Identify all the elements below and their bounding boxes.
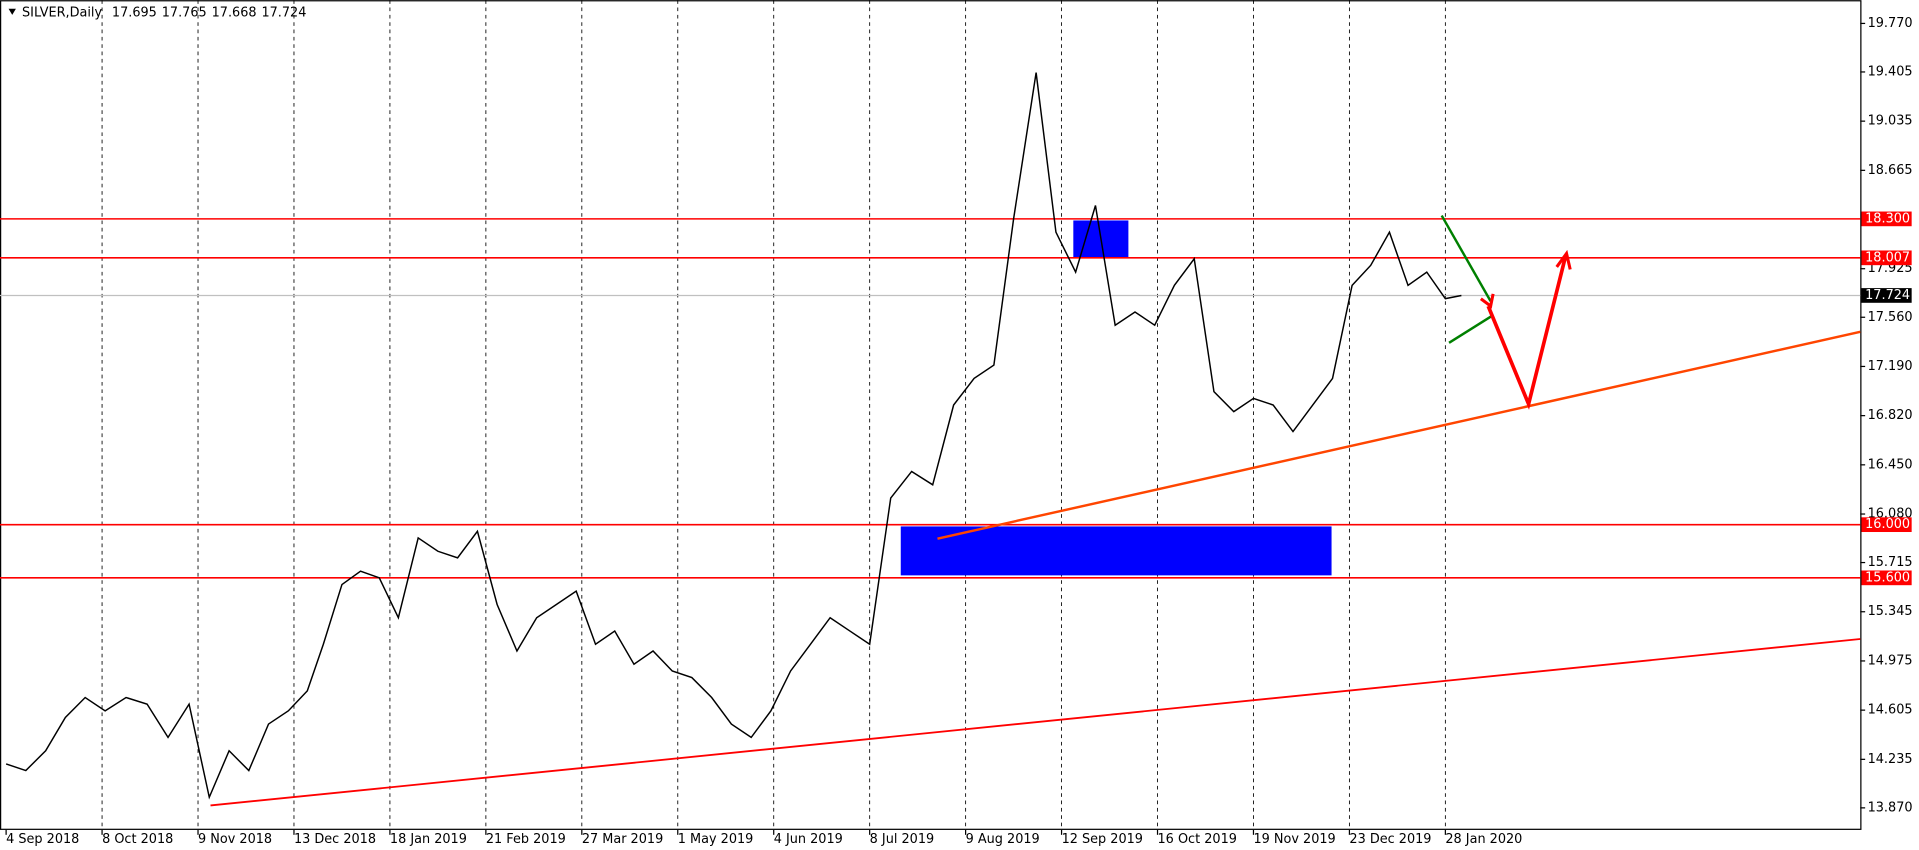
price-tag (1861, 288, 1912, 303)
level-tag (1861, 517, 1912, 533)
menu-triangle[interactable] (8, 8, 16, 15)
y-tick-label: 13.870 (1868, 800, 1913, 815)
pattern-line (1440, 214, 1492, 302)
x-tick-label: 23 Dec 2019 (1349, 832, 1431, 846)
y-tick-label: 15.345 (1868, 604, 1913, 619)
x-tick-label: 8 Jul 2019 (870, 832, 935, 846)
y-tick-label: 14.235 (1868, 752, 1913, 767)
demand-zone (900, 526, 1332, 576)
y-tick-label: 18.665 (1868, 163, 1913, 178)
plot-frame (0, 0, 1862, 830)
x-tick-label: 21 Feb 2019 (486, 832, 566, 846)
x-tick-label: 18 Jan 2019 (390, 832, 467, 846)
trend-line (210, 638, 1861, 807)
x-tick-label: 4 Jun 2019 (774, 832, 843, 846)
x-tick-label: 9 Nov 2018 (198, 832, 272, 846)
level-tag (1861, 211, 1912, 227)
y-tick-label: 17.190 (1868, 359, 1913, 374)
y-tick-label: 14.975 (1868, 653, 1913, 668)
y-tick-label: 15.715 (1868, 555, 1913, 570)
x-tick-label: 8 Oct 2018 (102, 832, 173, 846)
y-tick-label: 16.820 (1868, 408, 1913, 423)
x-tick-label: 28 Jan 2020 (1445, 832, 1522, 846)
level-label: 15.600 (1865, 570, 1910, 585)
level-tag (1861, 250, 1912, 266)
header-field: 17.765 (162, 5, 207, 20)
pattern-line (1448, 314, 1493, 344)
y-tick-label: 16.450 (1868, 457, 1913, 472)
price-line-series (5, 72, 1462, 800)
x-tick-label: 4 Sep 2018 (6, 832, 79, 846)
x-tick-label: 16 Oct 2019 (1158, 832, 1237, 846)
header-field: 17.724 (261, 5, 306, 20)
header-field: SILVER,Daily (22, 5, 102, 20)
y-tick-label: 19.405 (1868, 64, 1913, 79)
level-label: 16.000 (1865, 517, 1910, 532)
header-field: 17.668 (212, 5, 257, 20)
x-tick-label: 27 Mar 2019 (582, 832, 663, 846)
x-tick-label: 12 Sep 2019 (1062, 832, 1143, 846)
x-tick-label: 9 Aug 2019 (966, 832, 1040, 846)
x-tick-label: 1 May 2019 (678, 832, 754, 846)
header-field: 17.695 (112, 5, 157, 20)
trend-line (937, 330, 1861, 540)
level-label: 18.007 (1865, 250, 1910, 265)
projection-arrows (1479, 249, 1572, 410)
x-tick-label: 19 Nov 2019 (1253, 832, 1335, 846)
price-label: 17.724 (1865, 288, 1910, 303)
y-tick-label: 19.035 (1868, 114, 1913, 129)
level-tag (1861, 570, 1912, 586)
x-tick-label: 13 Dec 2018 (294, 832, 376, 846)
y-tick-label: 17.560 (1868, 310, 1913, 325)
chart-header: SILVER,Daily 17.695 17.765 17.668 17.724 (22, 5, 306, 20)
y-tick-label: 19.770 (1868, 16, 1913, 31)
y-tick-label: 14.605 (1868, 703, 1913, 718)
level-label: 18.300 (1865, 211, 1910, 226)
